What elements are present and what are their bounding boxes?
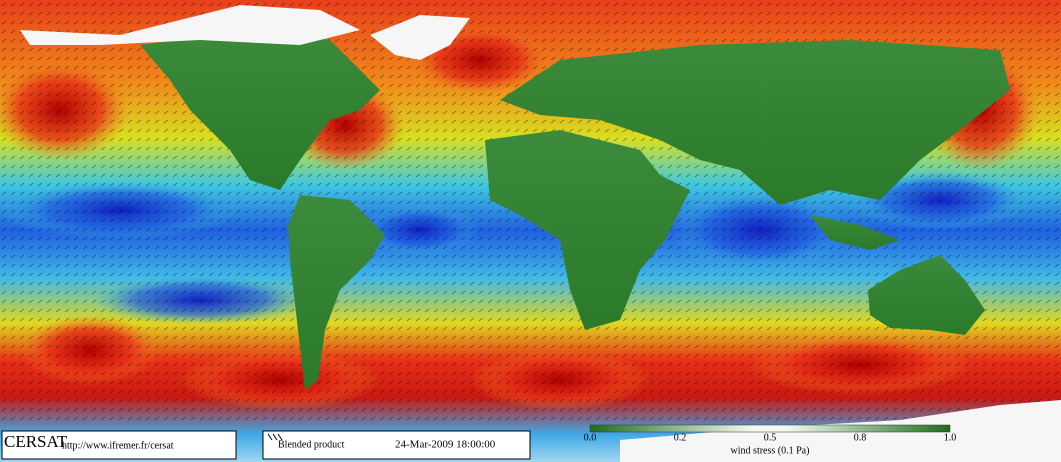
colorbar-label: 0.0 (584, 432, 597, 443)
colorbar-labels: 0.0 0.2 0.5 0.8 1.0 (584, 432, 957, 443)
url: http://www.ifremer.fr/cersat (62, 440, 174, 451)
colorbar (589, 424, 951, 433)
credit-box (1, 430, 237, 460)
colorbar-label: 1.0 (944, 432, 957, 443)
timestamp: 24-Mar-2009 18:00:00 (395, 439, 496, 451)
colorbar-label: 0.5 (764, 432, 777, 443)
colorbar-label: 0.8 (854, 432, 867, 443)
product: Blended product (278, 439, 345, 450)
legend-arrows (267, 433, 283, 441)
brand: CERSAT (4, 432, 68, 451)
colorbar-title: wind stress (0.1 Pa) (731, 445, 810, 456)
continents (140, 30, 1010, 390)
colorbar-label: 0.2 (674, 432, 687, 443)
product-box (262, 430, 531, 460)
